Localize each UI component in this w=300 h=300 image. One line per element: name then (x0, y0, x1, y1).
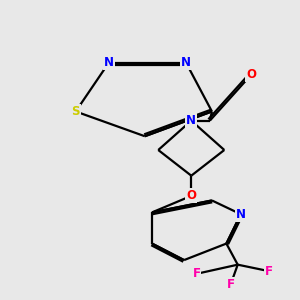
Text: N: N (186, 114, 196, 127)
Text: F: F (226, 278, 235, 291)
Text: F: F (192, 267, 200, 280)
Text: N: N (104, 56, 114, 69)
Text: F: F (265, 265, 273, 278)
Text: O: O (246, 68, 256, 81)
Text: N: N (181, 56, 191, 69)
Text: S: S (71, 105, 80, 118)
Text: O: O (186, 189, 196, 203)
Text: N: N (236, 208, 246, 221)
